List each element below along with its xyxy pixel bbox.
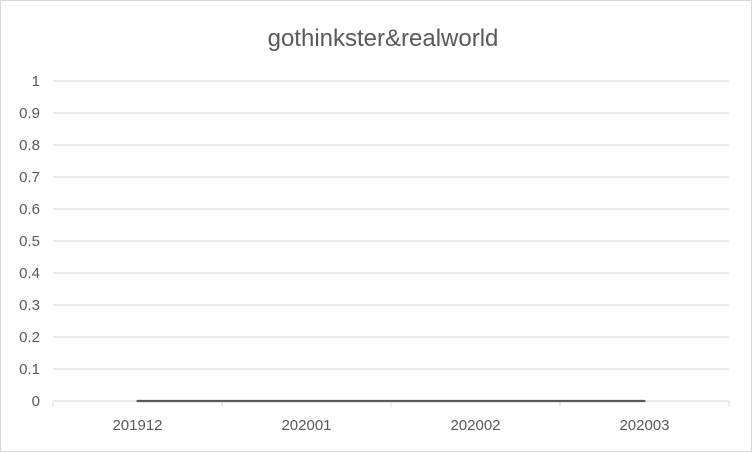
y-tick-label: 0.9 [19, 105, 40, 122]
x-tick-label: 201912 [112, 417, 162, 434]
x-axis-tick-labels: 201912 202001 202002 202003 [112, 417, 669, 434]
y-tick-label: 0.2 [19, 329, 40, 346]
y-tick-label: 0.6 [19, 201, 40, 218]
y-tick-label: 0.3 [19, 297, 40, 314]
x-tick-label: 202002 [450, 417, 500, 434]
y-tick-label: 0.7 [19, 169, 40, 186]
y-tick-label: 0.8 [19, 137, 40, 154]
y-tick-label: 0.4 [19, 265, 40, 282]
y-axis-tick-labels: 0 0.1 0.2 0.3 0.4 0.5 0.6 0.7 0.8 0.9 1 [19, 73, 40, 410]
x-tick-label: 202001 [281, 417, 331, 434]
x-tick-label: 202003 [619, 417, 669, 434]
y-tick-label: 0 [32, 393, 40, 410]
chart-title: gothinkster&realworld [268, 25, 499, 52]
y-tick-label: 0.5 [19, 233, 40, 250]
y-tick-label: 0.1 [19, 361, 40, 378]
y-tick-label: 1 [32, 73, 40, 90]
gridlines [53, 80, 729, 370]
